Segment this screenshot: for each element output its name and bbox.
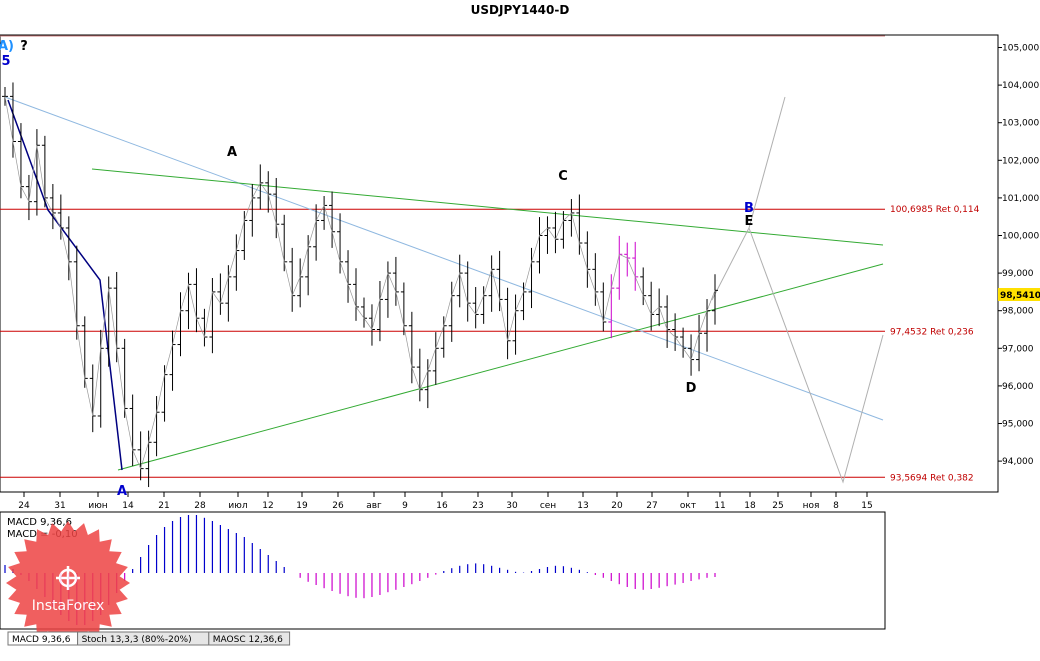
y-tick-label: 99,000 — [1002, 269, 1034, 279]
green-trendline-upper — [91, 168, 884, 246]
price-bars — [2, 82, 718, 488]
x-tick-label: 25 — [772, 501, 783, 511]
x-tick-label: 14 — [122, 501, 134, 511]
x-tick-label: 27 — [646, 501, 657, 511]
x-tick-label: 28 — [194, 501, 206, 511]
wave-label: C — [558, 169, 568, 184]
x-tick-label: окт — [680, 501, 696, 511]
y-tick-label: 97,000 — [1002, 344, 1034, 354]
wave-label: A — [117, 484, 127, 499]
y-tick-label: 105,000 — [1002, 44, 1039, 54]
wave-navy-line — [7, 99, 123, 471]
wave-label: A) — [0, 39, 14, 54]
y-tick-label: 101,000 — [1002, 194, 1039, 204]
x-tick-label: 24 — [18, 501, 30, 511]
x-tick-label: 20 — [611, 501, 623, 511]
x-tick-label: ноя — [803, 501, 820, 511]
x-tick-label: 19 — [296, 501, 308, 511]
x-tick-label: июл — [228, 501, 247, 511]
x-tick-label: 21 — [158, 501, 169, 511]
indicator-tab-label: Stoch 13,3,3 (80%-20%) — [82, 635, 192, 645]
blue-trendline — [4, 96, 884, 421]
wave-label: A — [227, 145, 237, 160]
x-tick-label: 11 — [714, 501, 725, 511]
current-price-label: 98,5410 — [1000, 291, 1040, 301]
x-tick-label: 26 — [332, 501, 344, 511]
x-tick-label: 18 — [744, 501, 756, 511]
x-tick-label: 13 — [577, 501, 588, 511]
price-axis: 105,000 104,000 103,000 102,000 101,000 100,0… — [998, 44, 1039, 467]
macd-label: MACD 9,36,6 — [7, 517, 72, 528]
y-tick-label: 102,000 — [1002, 156, 1039, 166]
y-tick-label: 94,000 — [1002, 457, 1034, 467]
indicator-tab-label: MACD 9,36,6 — [12, 635, 71, 645]
x-tick-label: сен — [540, 501, 556, 511]
green-trendline-lower — [117, 263, 884, 471]
wave-label: D — [686, 381, 697, 396]
wave-labels: A) ? 5 A C BE D A — [0, 39, 754, 499]
wave-label: E — [745, 214, 754, 229]
x-tick-label: 23 — [472, 501, 483, 511]
price-plot-frame — [0, 34, 999, 493]
trend-lines — [4, 96, 884, 484]
wave-zigzag — [4, 96, 716, 470]
indicator-tab — [208, 631, 291, 646]
chart-title: USDJPY1440-D — [471, 3, 570, 17]
y-tick-label: 95,000 — [1002, 420, 1034, 430]
instaforex-watermark: InstaForex — [6, 521, 130, 645]
y-tick-label: 104,000 — [1002, 81, 1039, 91]
watermark-text: InstaForex — [32, 598, 105, 614]
wave-label: ? — [20, 39, 28, 54]
x-tick-label: 12 — [262, 501, 273, 511]
y-tick-label: 100,000 — [1002, 232, 1039, 242]
x-tick-label: 9 — [402, 501, 408, 511]
level-label: 93,5694 Ret 0,382 — [890, 473, 974, 483]
x-tick-label: 8 — [833, 501, 839, 511]
x-tick-label: авг — [366, 501, 382, 511]
indicator-tab-label: MAOSC 12,36,6 — [213, 635, 283, 645]
macd-plot-frame — [0, 511, 886, 630]
wave-projection-path — [711, 96, 884, 484]
price-zigzag-line — [4, 96, 716, 470]
y-tick-label: 98,000 — [1002, 307, 1034, 317]
instaforex-logo-icon — [56, 566, 80, 590]
wave-label: 5 — [1, 54, 10, 69]
retracement-levels: 100,6985 Ret 0,114 97,4532 Ret 0,236 93,56… — [0, 205, 980, 483]
x-tick-label: 31 — [54, 501, 65, 511]
x-tick-label: 30 — [506, 501, 518, 511]
y-tick-label: 96,000 — [1002, 382, 1034, 392]
indicator-tabs: MACD 9,36,6 Stoch 13,3,3 (80%-20%) MAOSC 1… — [7, 631, 291, 646]
wave-label: B — [744, 201, 754, 216]
x-tick-label: 15 — [861, 501, 872, 511]
level-label: 100,6985 Ret 0,114 — [890, 205, 980, 215]
current-price-marker — [998, 288, 1040, 301]
x-tick-label: июн — [88, 501, 107, 511]
y-tick-label: 103,000 — [1002, 119, 1039, 129]
time-axis: 24 31 июн 14 21 28 июл 12 19 26 авг 9 16 23 30 сен 13 20 2… — [18, 492, 873, 511]
level-label: 97,4532 Ret 0,236 — [890, 327, 974, 337]
x-tick-label: 16 — [436, 501, 448, 511]
